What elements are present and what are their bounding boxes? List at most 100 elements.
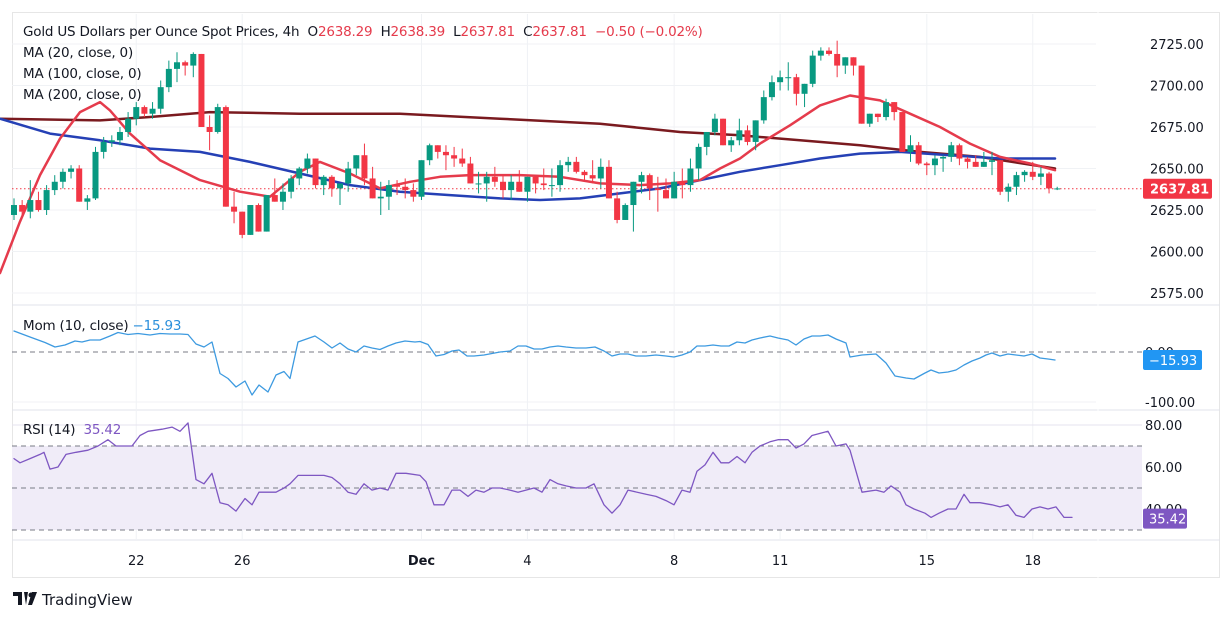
candle xyxy=(214,103,221,134)
ma100-series xyxy=(0,117,1057,202)
candle xyxy=(328,175,335,197)
price-tick-label: 2625.00 xyxy=(1150,204,1204,219)
candle xyxy=(622,203,629,220)
candle-body xyxy=(1046,173,1053,189)
candle-body xyxy=(1021,171,1028,176)
candle xyxy=(304,153,311,174)
candle-body xyxy=(385,185,392,197)
candle-body xyxy=(997,160,1004,192)
candle xyxy=(630,181,637,232)
candle xyxy=(809,50,816,88)
candle xyxy=(940,155,947,172)
candle xyxy=(418,160,425,201)
candle xyxy=(923,161,930,176)
candle xyxy=(434,145,441,159)
candle-body xyxy=(866,113,873,124)
candle xyxy=(149,102,156,119)
price-axis[interactable]: 2725.00 2700.00 2675.00 2650.00 2625.00 2600.… xyxy=(1143,38,1212,529)
candle-body xyxy=(834,53,841,66)
candle xyxy=(361,143,368,186)
candle-body xyxy=(817,50,824,56)
ma20-legend[interactable]: MA (20, close, 0) xyxy=(23,45,134,61)
momentum-line xyxy=(13,330,1056,396)
candle xyxy=(76,165,83,202)
candle-body xyxy=(222,107,229,207)
candle xyxy=(703,131,710,156)
candle xyxy=(426,143,433,166)
candle-body xyxy=(255,205,262,232)
candle xyxy=(548,168,555,197)
candle-body xyxy=(842,57,849,66)
candle xyxy=(931,155,938,176)
candle-body xyxy=(279,191,286,202)
rsi-tick-label: 60.00 xyxy=(1145,461,1182,476)
candle xyxy=(133,102,140,126)
candle-body xyxy=(557,165,564,186)
ma100-legend[interactable]: MA (100, close, 0) xyxy=(23,66,142,82)
candle-body xyxy=(801,83,808,94)
candle-body xyxy=(149,108,156,114)
candle-body xyxy=(190,53,197,66)
candle xyxy=(834,40,841,78)
candle-body xyxy=(850,57,857,66)
candle-body xyxy=(442,151,449,156)
candle xyxy=(288,175,295,199)
candle xyxy=(997,160,1004,196)
ma200-legend[interactable]: MA (200, close, 0) xyxy=(23,87,142,103)
rsi-label: RSI (14) xyxy=(23,422,76,438)
candle-body xyxy=(312,158,319,186)
candle-body xyxy=(622,205,629,220)
candle-body xyxy=(573,161,580,172)
candle-body xyxy=(377,196,384,199)
candle-body xyxy=(231,206,238,212)
candle xyxy=(1029,161,1036,181)
candle-body xyxy=(491,176,498,182)
candle xyxy=(1037,166,1044,186)
candle-body xyxy=(695,146,702,169)
candle-body xyxy=(76,168,83,202)
candle-body xyxy=(68,168,75,172)
candle-body xyxy=(1013,175,1020,187)
candle xyxy=(679,168,686,199)
candle xyxy=(19,200,26,215)
candle-body xyxy=(1005,186,1012,192)
candle-body xyxy=(402,186,409,191)
candle-body xyxy=(711,118,718,132)
price-tick-label: 2725.00 xyxy=(1150,38,1204,53)
candle-body xyxy=(989,160,995,162)
candle-body xyxy=(1054,188,1061,190)
candle-body xyxy=(100,141,107,152)
candle-body xyxy=(459,158,466,164)
candle-body xyxy=(84,198,91,202)
candle xyxy=(752,120,759,151)
candle-body xyxy=(141,107,148,114)
candle-body xyxy=(646,175,653,189)
candle-body xyxy=(891,102,898,113)
candle xyxy=(736,118,743,146)
tradingview-brand[interactable]: TradingView xyxy=(13,591,133,609)
price-tick-label: 2650.00 xyxy=(1150,163,1204,178)
candle xyxy=(524,176,531,202)
candle-body xyxy=(288,178,295,192)
candle-body xyxy=(35,200,42,210)
candle-body xyxy=(907,145,914,152)
candle xyxy=(695,143,702,181)
time-tick-label: Dec xyxy=(408,554,435,569)
rsi-legend[interactable]: RSI (14) 35.42 xyxy=(23,422,121,438)
candle xyxy=(500,175,506,199)
candle xyxy=(972,155,979,167)
candle xyxy=(671,171,678,199)
candle xyxy=(320,175,327,196)
candle xyxy=(59,168,66,189)
time-tick-label: 11 xyxy=(772,554,789,569)
candle-body xyxy=(337,183,343,189)
candle xyxy=(614,191,621,224)
candle-body xyxy=(597,166,604,179)
time-tick-label: 22 xyxy=(128,554,145,569)
candle xyxy=(858,65,865,124)
time-axis[interactable]: 22 26 Dec 4 8 11 15 18 xyxy=(128,554,1041,569)
candle xyxy=(1021,170,1028,182)
momentum-legend[interactable]: Mom (10, close) −15.93 xyxy=(23,318,181,334)
low-label: L xyxy=(453,24,461,40)
